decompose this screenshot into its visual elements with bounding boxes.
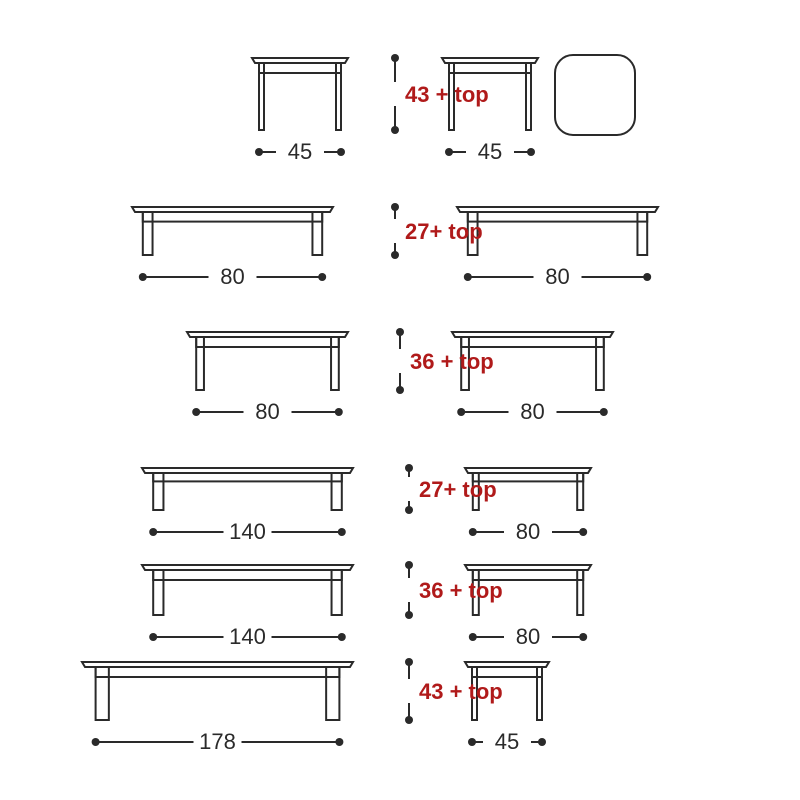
dimension-diagram: 45 45 43 + top 80 80 27+ top 80 80 36 + top 140 80… [0,0,800,800]
row3-left-width: 140 [229,519,266,544]
row2-left-width: 80 [255,399,279,424]
row2-right-width: 80 [520,399,544,424]
row0-height: 43 + top [405,82,489,107]
row5-height: 43 + top [419,679,503,704]
row0-left-width: 45 [288,139,312,164]
row4-left-width: 140 [229,624,266,649]
row3-height: 27+ top [419,477,497,502]
row4-right-width: 80 [516,624,540,649]
row1-height: 27+ top [405,219,483,244]
row0-right-width: 45 [478,139,502,164]
row2-height: 36 + top [410,349,494,374]
row1-left-width: 80 [220,264,244,289]
row4-height: 36 + top [419,578,503,603]
row3-right-width: 80 [516,519,540,544]
row5-right-width: 45 [495,729,519,754]
row1-right-width: 80 [545,264,569,289]
top-view-shape [555,55,635,135]
row5-left-width: 178 [199,729,236,754]
